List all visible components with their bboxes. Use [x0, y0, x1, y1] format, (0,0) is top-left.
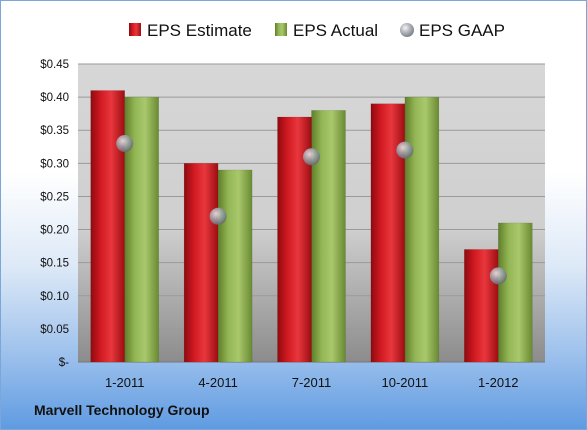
bar-eps-estimate — [90, 90, 125, 363]
bar-eps-estimate — [370, 103, 406, 363]
marker-eps-gaap — [396, 141, 414, 159]
y-tick-label: $0.40 — [40, 92, 69, 104]
marker-eps-gaap — [489, 267, 507, 285]
y-tick-label: $0.20 — [40, 225, 69, 237]
legend-label: EPS Estimate — [147, 21, 252, 40]
x-tick-label: 4-2011 — [198, 375, 238, 390]
marker-eps-gaap — [116, 134, 134, 152]
y-tick-label: $0.10 — [40, 291, 69, 303]
marker-eps-gaap — [209, 207, 227, 225]
legend-marker-eps-gaap — [400, 23, 414, 37]
y-tick-label: $0.35 — [40, 125, 69, 137]
x-tick-label: 1-2011 — [105, 375, 145, 390]
y-tick-label: $0.15 — [40, 258, 69, 270]
legend-label: EPS GAAP — [419, 21, 505, 40]
y-tick-label: $0.25 — [40, 191, 69, 203]
x-tick-label: 1-2012 — [478, 375, 518, 390]
bar-eps-actual — [404, 96, 440, 363]
bar-eps-estimate — [183, 163, 219, 363]
y-tick-label: $0.30 — [40, 158, 69, 170]
bar-eps-actual — [311, 110, 346, 363]
x-tick-label: 10-2011 — [382, 375, 429, 390]
marker-eps-gaap — [303, 148, 320, 166]
y-tick-label: $0.05 — [40, 324, 69, 336]
bar-eps-actual — [217, 169, 253, 363]
legend-label: EPS Actual — [293, 21, 378, 40]
company-label: Marvell Technology Group — [34, 402, 210, 418]
x-tick-label: 7-2011 — [292, 375, 332, 390]
bar-eps-estimate — [464, 249, 499, 363]
y-tick-label: $- — [59, 357, 69, 369]
bar-eps-actual — [498, 222, 533, 363]
legend-swatch-eps-actual — [275, 23, 287, 36]
y-tick-label: $0.45 — [40, 59, 69, 71]
legend-swatch-eps-estimate — [129, 23, 141, 36]
